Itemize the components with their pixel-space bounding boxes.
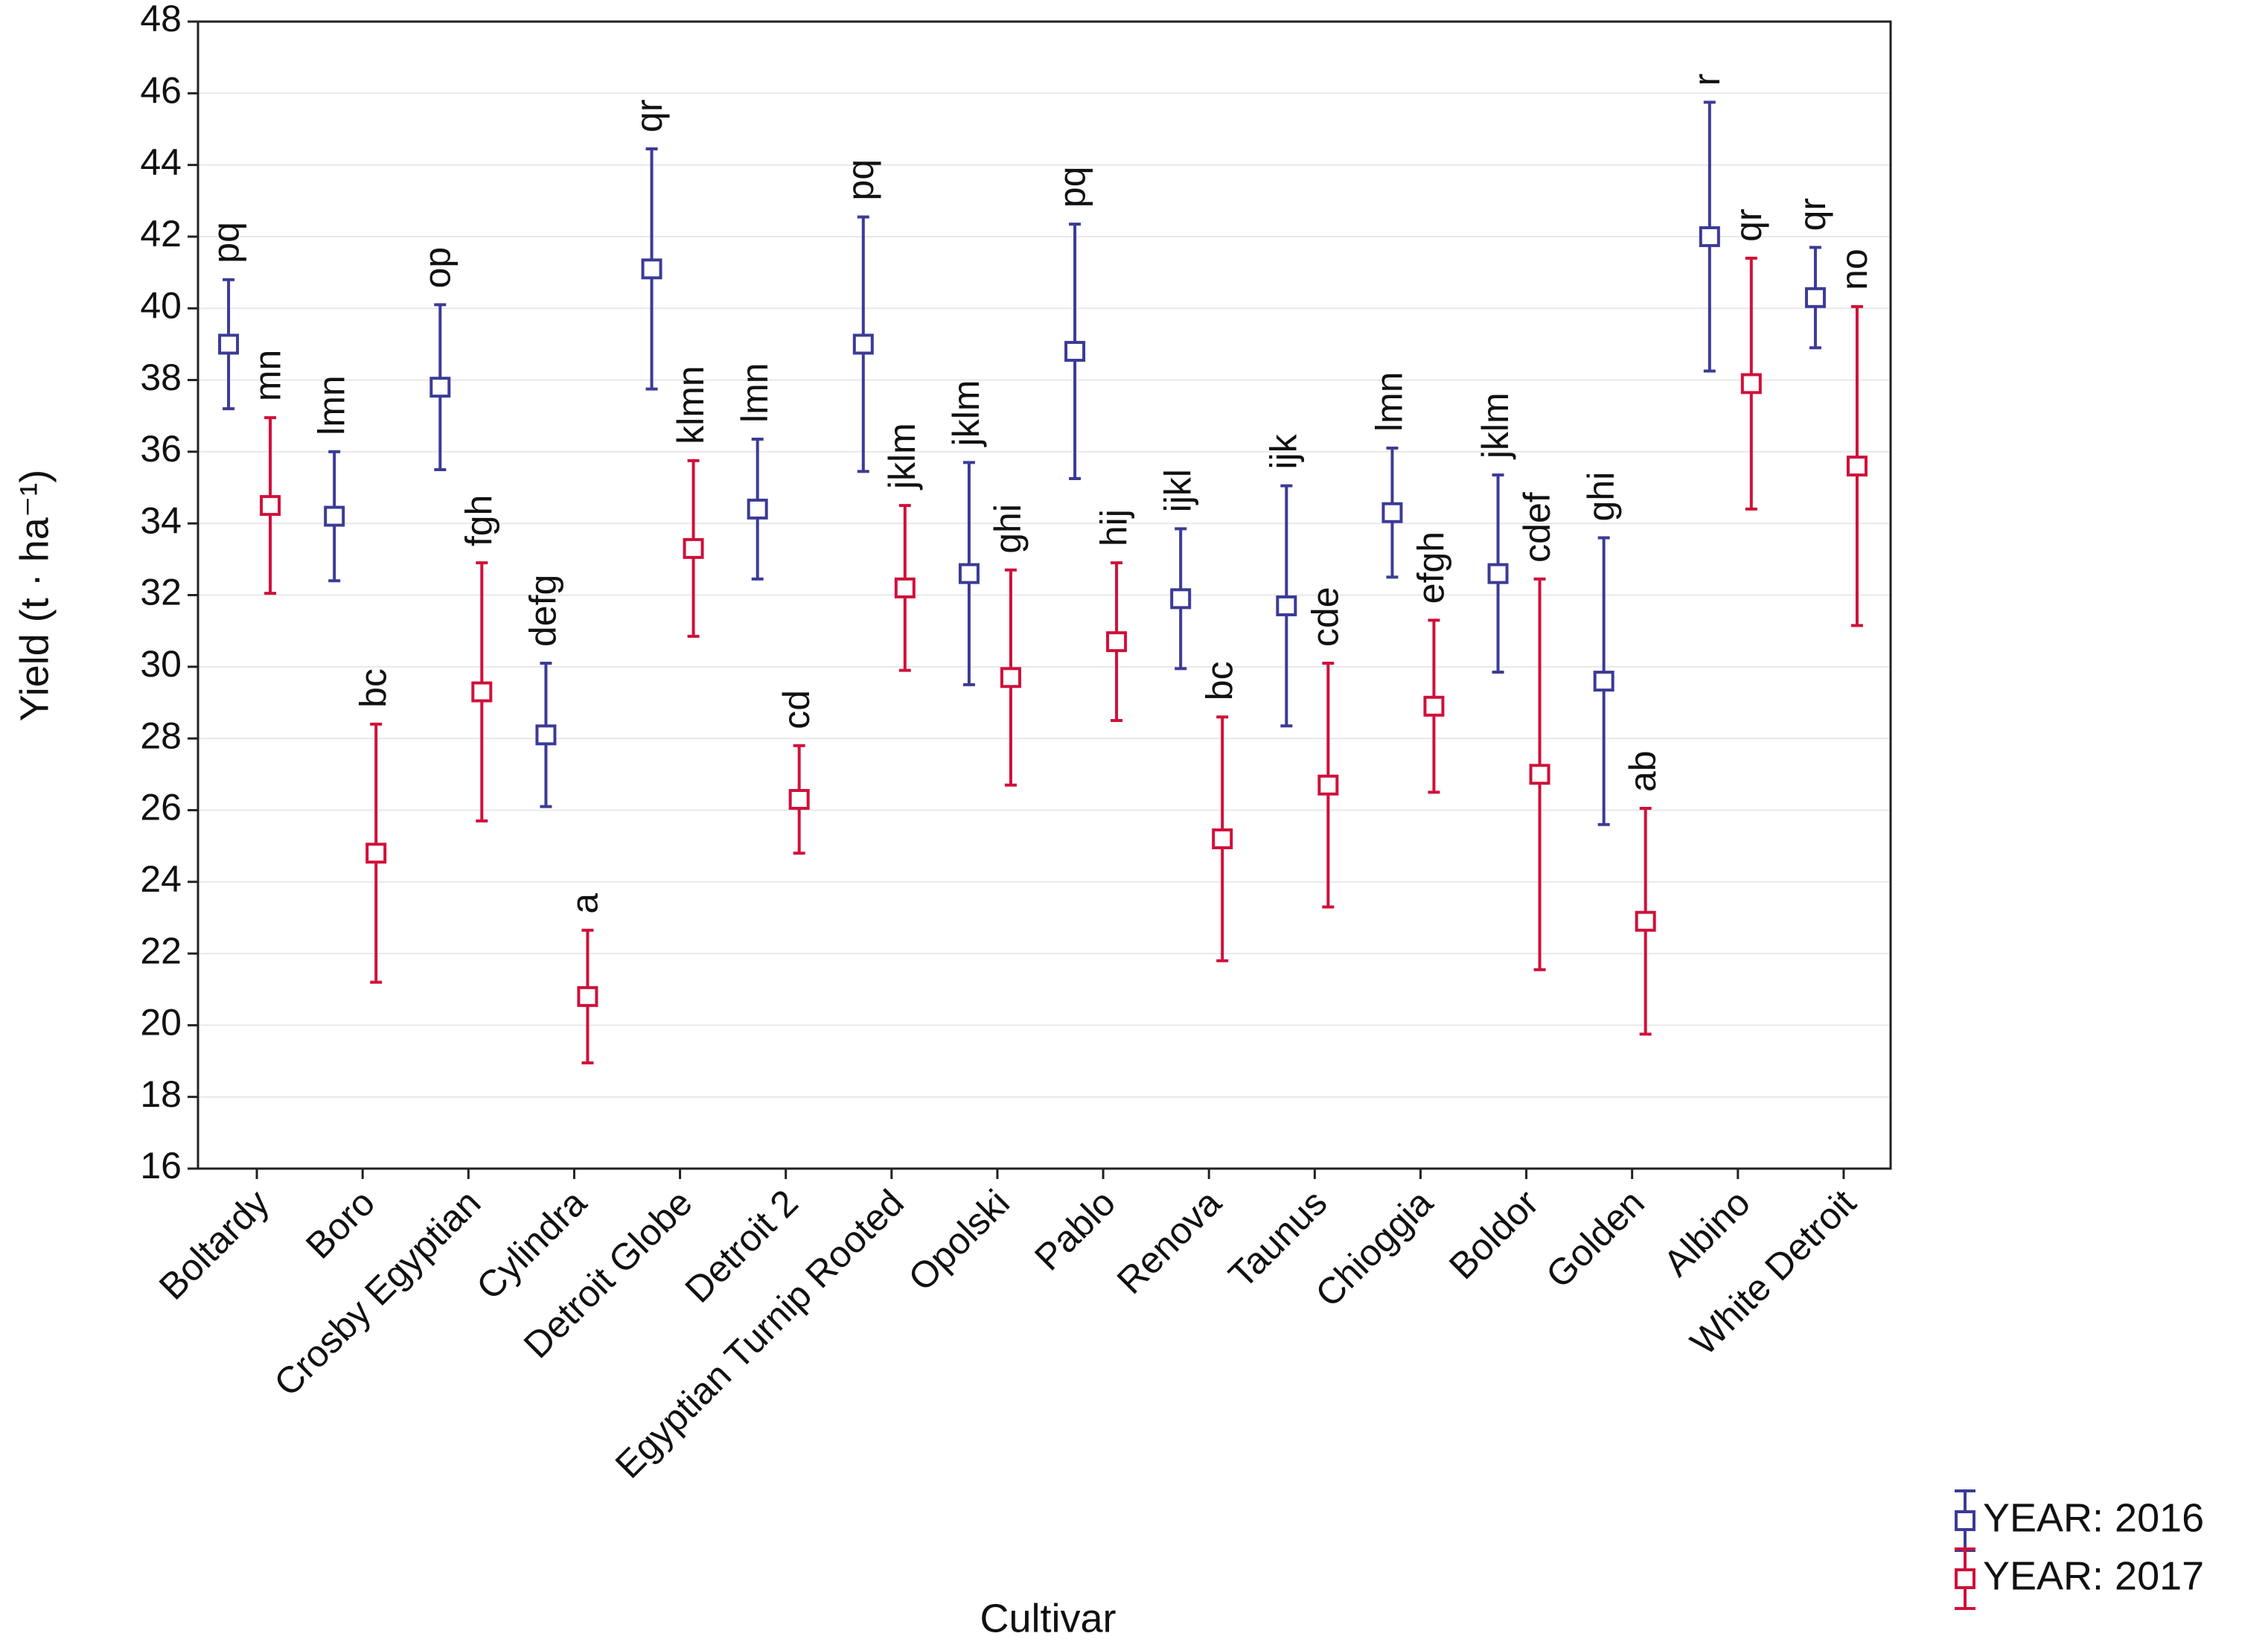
group-letter: efgh xyxy=(1411,531,1452,604)
mean-marker xyxy=(1699,226,1720,247)
group-letter: mn xyxy=(246,350,288,401)
group-letter: ab xyxy=(1622,750,1664,792)
group-letter: no xyxy=(1833,249,1875,290)
group-letter: ghi xyxy=(987,504,1029,554)
group-letter: qr xyxy=(1792,198,1833,231)
group-letter: cd xyxy=(776,690,817,729)
y-tick-label: 46 xyxy=(140,70,182,112)
y-tick-label: 24 xyxy=(140,858,182,900)
legend-marker xyxy=(1955,1568,1975,1589)
mean-marker xyxy=(788,788,810,810)
mean-marker xyxy=(1593,671,1614,692)
y-tick-label: 28 xyxy=(140,715,182,756)
mean-marker xyxy=(1423,695,1445,717)
x-tick-label: Chioggia xyxy=(1307,1181,1440,1314)
mean-marker xyxy=(894,577,916,598)
group-letter: lmn xyxy=(310,375,352,435)
y-tick-label: 32 xyxy=(140,572,182,613)
group-letter: a xyxy=(564,893,606,914)
y-tick-label: 44 xyxy=(140,141,182,183)
mean-marker xyxy=(958,563,980,584)
group-letter: pq xyxy=(205,222,246,263)
y-tick-label: 38 xyxy=(140,357,182,398)
x-tick-label: Renova xyxy=(1109,1181,1230,1302)
legend-label: YEAR: 2017 xyxy=(1983,1553,2204,1598)
mean-marker xyxy=(1487,563,1509,584)
group-letter: defg xyxy=(523,575,564,647)
mean-marker xyxy=(324,505,345,527)
group-letter: pq xyxy=(1051,166,1093,208)
y-axis-label: Yield (t · ha⁻¹) xyxy=(12,470,57,722)
group-letter: qr xyxy=(628,99,670,132)
group-letter: ijk xyxy=(1263,433,1305,469)
group-letter: klmn xyxy=(670,365,712,444)
mean-marker xyxy=(683,537,704,559)
x-tick-label: Golden xyxy=(1538,1182,1652,1297)
group-letter: jklm xyxy=(945,380,987,447)
x-tick-label: Albino xyxy=(1655,1182,1758,1285)
group-letter: bc xyxy=(1198,661,1240,700)
mean-marker xyxy=(1276,595,1297,616)
group-letter: cde xyxy=(1305,587,1347,647)
mean-marker xyxy=(1000,667,1021,689)
x-tick-label: Boro xyxy=(298,1182,383,1267)
group-letter: qr xyxy=(1728,208,1769,241)
mean-marker xyxy=(1212,828,1233,849)
group-letter: lmn xyxy=(1369,371,1411,432)
mean-marker xyxy=(641,258,662,280)
mean-marker xyxy=(577,985,598,1007)
y-tick-label: 36 xyxy=(140,428,182,470)
x-tick-label: Boltardy xyxy=(151,1182,277,1308)
mean-marker xyxy=(535,724,557,746)
group-letter: jklm xyxy=(881,423,923,491)
plot-frame xyxy=(197,20,1892,1170)
mean-marker xyxy=(1106,631,1128,653)
y-tick-label: 42 xyxy=(140,213,182,255)
mean-marker xyxy=(1170,588,1192,610)
group-letter: bc xyxy=(352,668,394,708)
x-axis-label: Cultivar xyxy=(980,1596,1116,1641)
y-tick-label: 16 xyxy=(140,1145,182,1186)
group-letter: r xyxy=(1686,74,1728,86)
mean-marker xyxy=(471,681,493,703)
mean-marker xyxy=(1064,341,1086,362)
mean-marker xyxy=(1740,373,1762,394)
y-tick-label: 22 xyxy=(140,930,182,971)
y-tick-label: 20 xyxy=(140,1002,182,1044)
mean-marker xyxy=(1804,287,1826,308)
mean-marker xyxy=(747,498,768,520)
mean-marker xyxy=(1635,910,1656,932)
group-letter: jklm xyxy=(1475,392,1516,460)
group-letter: ghi xyxy=(1580,472,1622,522)
mean-marker xyxy=(1317,774,1339,796)
group-letter: ijkl xyxy=(1157,469,1198,512)
mean-marker xyxy=(1529,764,1550,785)
mean-marker xyxy=(365,843,387,864)
x-tick-label: Opolski xyxy=(901,1182,1018,1299)
legend-marker xyxy=(1955,1510,1975,1531)
y-tick-label: 30 xyxy=(140,643,182,685)
group-letter: hij xyxy=(1093,509,1134,546)
mean-marker xyxy=(1381,502,1403,523)
mean-marker xyxy=(218,333,240,355)
y-tick-label: 40 xyxy=(140,284,182,326)
group-letter: pq xyxy=(840,159,881,201)
y-tick-label: 26 xyxy=(140,787,182,828)
y-tick-label: 34 xyxy=(140,499,182,541)
group-letter: cdef xyxy=(1516,492,1558,563)
group-letter: op xyxy=(417,247,459,289)
legend-label: YEAR: 2016 xyxy=(1983,1495,2204,1540)
mean-marker xyxy=(429,377,451,398)
x-tick-label: Pablo xyxy=(1026,1182,1123,1279)
y-tick-label: 48 xyxy=(140,0,182,39)
mean-marker xyxy=(852,333,874,355)
y-tick-label: 18 xyxy=(140,1073,182,1115)
mean-marker xyxy=(1846,456,1868,477)
group-letter: fgh xyxy=(459,495,500,547)
x-tick-label: Boldor xyxy=(1441,1182,1547,1288)
mean-marker xyxy=(260,495,281,517)
group-letter: lmn xyxy=(734,362,776,423)
